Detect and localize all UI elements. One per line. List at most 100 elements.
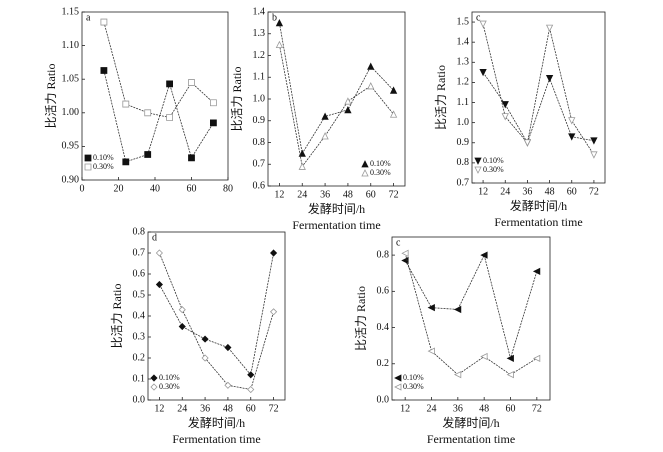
y-tick-label: 0.4	[377, 322, 390, 333]
y-tick-label: 0.6	[253, 180, 266, 191]
y-tick-label: 1.3	[457, 57, 470, 68]
y-tick-label: 1.1	[457, 97, 470, 108]
x-tick-label: 36	[453, 403, 463, 414]
y-axis-label: 比活力 Ratio	[354, 286, 368, 351]
data-point	[479, 68, 487, 77]
data-point	[247, 371, 255, 379]
series-line	[279, 44, 394, 168]
x-tick-label: 12	[400, 403, 410, 414]
x-tick-label: 48	[223, 403, 233, 414]
y-tick-label: 0.6	[377, 286, 390, 297]
x-tick-label: 48	[343, 189, 353, 200]
data-point	[501, 113, 509, 121]
data-point	[568, 133, 576, 141]
series-line	[482, 23, 595, 156]
data-point	[453, 305, 462, 314]
y-tick-label: 0.2	[377, 358, 390, 369]
data-point	[401, 249, 409, 257]
x-tick-label: 72	[589, 186, 599, 197]
y-tick-label: 1.5	[457, 16, 470, 27]
x-tick-label: 36	[522, 186, 532, 197]
data-point	[480, 352, 488, 361]
y-tick-label: 1.10	[62, 40, 80, 51]
y-tick-label: 1.2	[457, 77, 470, 88]
x-tick-label: 24	[177, 403, 187, 414]
y-tick-label: 0.8	[133, 226, 146, 237]
x-tick-label: 36	[320, 189, 330, 200]
y-axis-label: 比活力 Ratio	[230, 67, 244, 132]
legend-label: 0.10%	[370, 159, 391, 168]
x-tick-label: 60	[567, 186, 577, 197]
data-point	[144, 109, 152, 117]
x-tick-label: 24	[297, 189, 307, 200]
y-tick-label: 0.4	[133, 310, 146, 321]
x-tick-label: 72	[389, 189, 399, 200]
y-tick-label: 1.0	[457, 117, 470, 128]
data-point	[389, 110, 398, 118]
x-axis-label: 发酵时间/h	[442, 415, 499, 430]
x-axis-label: Fermentation time	[427, 432, 515, 446]
x-tick-label: 0	[80, 183, 85, 194]
y-tick-label: 1.0	[253, 93, 266, 104]
y-tick-label: 1.00	[62, 107, 80, 118]
data-point	[545, 74, 554, 83]
series-line	[103, 21, 214, 118]
x-tick-label: 24	[427, 403, 437, 414]
data-point	[545, 24, 554, 32]
y-tick-label: 0.0	[377, 394, 390, 405]
y-tick-label: 1.4	[253, 6, 266, 17]
legend-marker	[394, 374, 402, 382]
x-axis-label: 发酵时间/h	[510, 198, 567, 213]
series-line	[404, 253, 538, 376]
data-point	[321, 112, 329, 120]
data-point	[122, 158, 130, 166]
series-line	[279, 22, 394, 155]
y-tick-label: 0.1	[133, 373, 146, 384]
data-point	[188, 79, 195, 86]
panel-label: d	[152, 232, 157, 243]
data-point	[427, 303, 435, 312]
x-axis-label: Fermentation time	[292, 218, 380, 232]
y-tick-label: 0.7	[133, 247, 146, 258]
x-tick-label: 60	[187, 183, 197, 194]
series-line	[482, 72, 594, 144]
panel-label: b	[272, 12, 277, 23]
data-point	[453, 370, 462, 379]
data-point	[506, 354, 514, 362]
data-point	[389, 86, 398, 94]
legend-label: 0.10%	[403, 373, 424, 382]
data-point	[275, 40, 284, 49]
y-tick-label: 1.05	[62, 73, 80, 84]
data-point	[344, 105, 352, 114]
x-tick-label: 60	[366, 189, 376, 200]
panel-label: c	[396, 237, 401, 248]
data-point	[178, 306, 186, 314]
data-point	[210, 119, 217, 127]
x-tick-label: 12	[274, 189, 284, 200]
y-tick-label: 1.2	[253, 50, 266, 61]
data-point	[532, 354, 541, 362]
y-tick-label: 0.8	[253, 137, 266, 148]
data-point	[523, 139, 532, 147]
y-axis-label: 比活力 Ratio	[44, 64, 58, 129]
data-point	[427, 347, 435, 355]
x-tick-label: 24	[500, 186, 510, 197]
data-point	[501, 101, 509, 109]
data-point	[247, 385, 255, 394]
data-point	[479, 20, 487, 28]
legend-marker	[84, 154, 92, 162]
panel: c 0.7 0.8 0.9 1.0 1.1 1.2 1.3 1.4 1.5 12 24 36 48 60 72…	[434, 11, 606, 229]
x-tick-label: 12	[478, 186, 488, 197]
data-point	[100, 18, 108, 26]
data-point	[210, 99, 217, 107]
series-line	[159, 252, 274, 390]
plot-frame	[471, 11, 606, 184]
y-tick-label: 0.3	[133, 331, 146, 342]
legend-label: 0.30%	[159, 382, 180, 391]
legend-label: 0.30%	[370, 168, 391, 177]
panel: c 0.0 0.2 0.4 0.6 0.8 12 24 36 48 60 72 比活力 Ratio 发酵时…	[354, 236, 551, 446]
y-tick-label: 0.8	[377, 249, 390, 260]
panel-label: a	[86, 12, 91, 23]
data-point	[270, 249, 278, 257]
y-tick-label: 0.5	[133, 289, 146, 300]
